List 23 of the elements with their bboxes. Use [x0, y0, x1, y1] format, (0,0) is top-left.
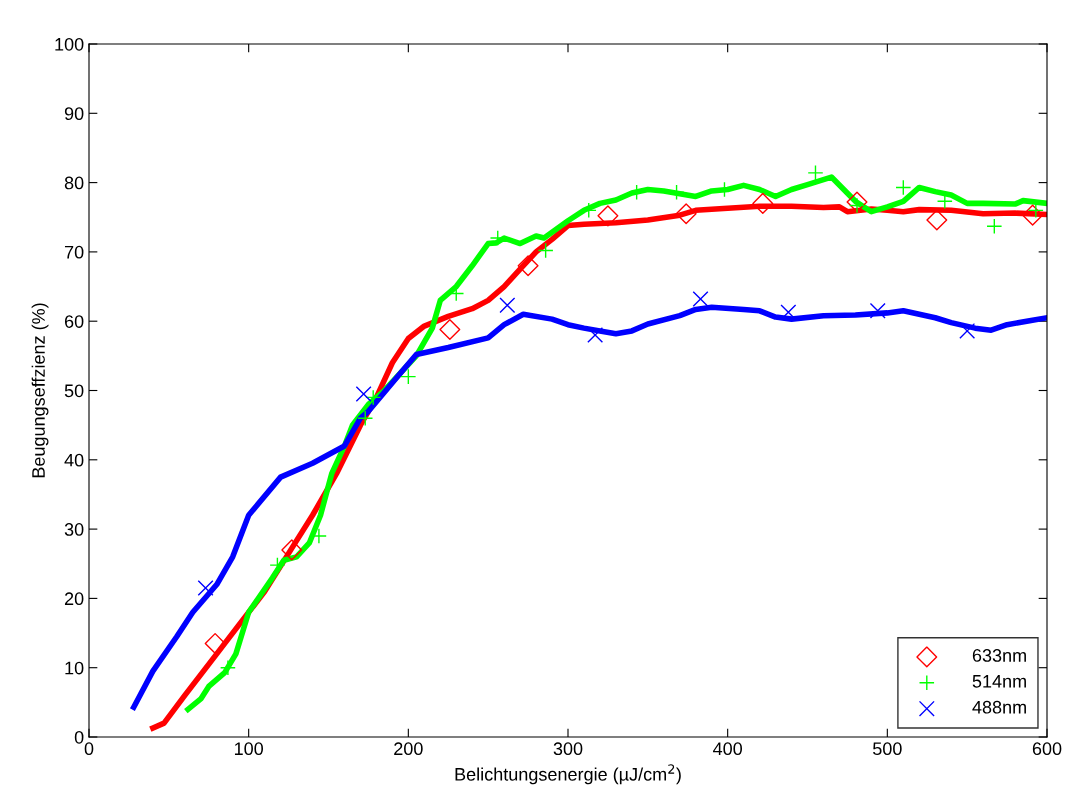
y-tick-label: 10 [65, 661, 84, 675]
legend-label: 514nm [972, 675, 1026, 688]
y-tick-label: 70 [64, 245, 84, 259]
y-axis-title: Beugungseffzienz (%) [31, 303, 49, 478]
x-tick-label: 100 [234, 742, 264, 756]
y-tick-label: 50 [64, 384, 84, 398]
x-axis-title: Belichtungsenergie (µJ/cm$^{2}$) [455, 764, 681, 785]
legend-label: 488nm [972, 700, 1026, 714]
x-tick-label: 300 [553, 742, 583, 756]
x-tick-label: 200 [394, 742, 423, 756]
y-tick-label: 40 [64, 453, 84, 467]
y-tick-label: 90 [64, 107, 84, 121]
x-tick-label: 0 [84, 742, 94, 756]
y-tick-label: 80 [64, 176, 84, 190]
x-tick-label: 400 [713, 742, 743, 756]
y-tick-label: 0 [74, 730, 84, 744]
x-tick-label: 500 [872, 742, 902, 756]
legend-label: 633nm [972, 649, 1026, 662]
y-tick-label: 30 [64, 523, 84, 536]
y-tick-label: 20 [64, 592, 84, 606]
y-tick-label: 60 [64, 315, 84, 328]
x-tick-label: 600 [1032, 742, 1062, 756]
y-tick-label: 100 [55, 37, 84, 51]
